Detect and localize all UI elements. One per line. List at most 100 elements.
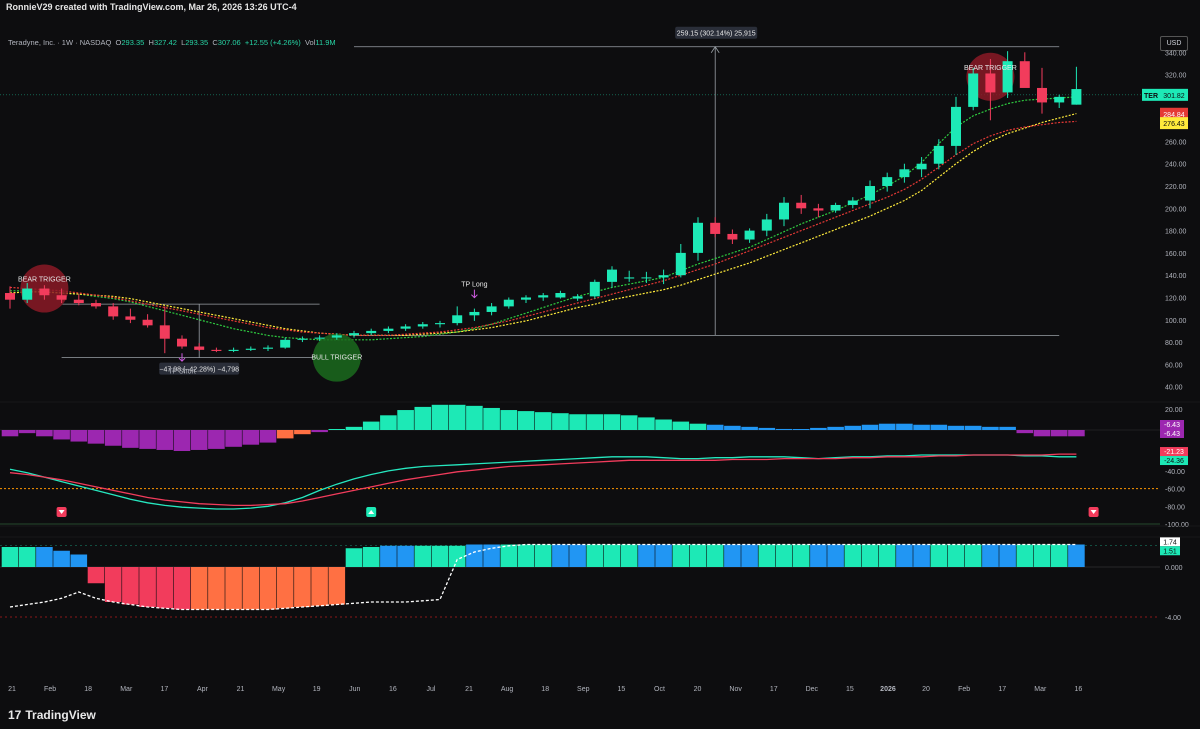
currency-button[interactable]: USD [1160,36,1188,51]
candle-body [589,281,600,297]
trend-bar [242,567,260,610]
trend-bar [620,544,638,567]
histogram-value-box [1160,420,1184,429]
x-tick-label: 2026 [880,686,896,693]
trend-bar [552,544,569,567]
candle-body [1071,89,1082,105]
histogram-bar [208,430,225,449]
ticker-label: TER [1144,93,1158,100]
buy-signal-icon-glyph [368,510,375,514]
histogram-bar [517,411,535,430]
candle-body [5,293,15,300]
trend-bar [689,544,707,567]
candle-body [675,252,686,276]
sell-signal-icon-glyph [58,510,65,514]
histogram-bar [104,430,122,446]
trend-bar [534,544,552,567]
histogram-bar [448,404,466,430]
trend-bar [104,567,122,602]
x-tick-label: 15 [846,686,854,693]
tradingview-logo[interactable]: 17 TradingView [8,708,96,722]
candle-body [1019,61,1030,88]
open-label: O [115,38,122,47]
trend-bar [913,544,930,567]
trend-bar [397,545,414,567]
open-value: 293.35 [121,38,145,47]
candle-body [744,230,755,240]
trend-bar [638,544,655,567]
candle-body [331,335,342,338]
trend-bar [982,544,999,567]
bull-trigger-marker [312,333,361,382]
candle-body [1054,96,1065,103]
candle-body [452,315,463,324]
symbol-name: Teradyne, Inc. · 1W · NASDAQ [8,38,112,47]
candle-body [159,325,170,339]
x-tick-label: Dec [806,686,819,693]
candle-body [847,200,858,205]
histogram-bar [1,430,19,437]
trend-bar [225,567,242,610]
trend-bar [276,567,294,609]
trend-bar [53,550,70,567]
trend-bar [603,544,621,567]
histogram-bar [18,430,36,434]
trend-bar [156,567,174,609]
candle-body [349,333,359,336]
x-tick-label: Aug [501,686,514,693]
candle-body [916,163,927,170]
candle-body [435,323,445,325]
trend-bar [294,567,311,607]
candle-body [314,337,325,339]
candle-body [400,326,411,329]
histogram-bar [500,410,518,430]
oscillator-value-box [1160,456,1188,466]
x-tick-label: 16 [389,686,397,693]
candle-body [813,208,824,211]
x-tick-label: 15 [617,686,625,693]
trend-bar [87,567,105,584]
histogram-bar [242,430,260,445]
price-tick-label: 140.00 [1165,273,1187,280]
trend-bar [466,544,483,567]
volume-label: Vol [304,38,316,47]
trend-bar [431,545,449,567]
x-tick-label: 17 [998,686,1006,693]
histogram-bar [1050,430,1068,437]
chart-canvas[interactable]: 40.00 60.00 80.00 100.00 120.00 140.00 160.00 1… [0,0,1200,700]
candle-body [469,311,480,316]
histogram-bar [947,425,965,430]
histogram-bar [380,415,397,430]
candle-body [555,293,566,298]
x-tick-label: 21 [8,686,16,693]
candle-body [245,348,256,350]
price-tick-label: 260.00 [1165,139,1187,146]
trend-value-box [1160,546,1180,556]
histogram-bar [775,428,793,430]
trend-bar [706,544,724,567]
histogram-bar [466,405,483,430]
trend-tick-label: -4.00 [1165,615,1181,622]
candle-body [761,219,772,231]
candle-body [968,73,979,107]
price-tick-label: 160.00 [1165,251,1187,258]
symbol-legend[interactable]: Teradyne, Inc. · 1W · NASDAQ O293.35 H32… [8,38,336,47]
histogram-bar [483,407,500,430]
histogram-bar [259,430,277,443]
trend-bar [810,544,827,567]
price-label: 284.84 [1163,112,1185,119]
histogram-bar [638,417,655,430]
candle-body [1037,87,1047,103]
histogram-bar [896,423,913,430]
brand-name: TradingView [25,708,96,722]
oscillator-line [9,453,1077,507]
histogram-bar [1068,430,1085,437]
x-tick-label: Jul [426,686,435,693]
bull-trigger-label: BULL TRIGGER [311,355,362,362]
candle-body [73,299,84,304]
candle-body [572,296,583,299]
trend-bar [827,544,844,567]
candle-body [899,169,910,178]
candle-body [297,338,308,340]
x-tick-label: 20 [922,686,930,693]
